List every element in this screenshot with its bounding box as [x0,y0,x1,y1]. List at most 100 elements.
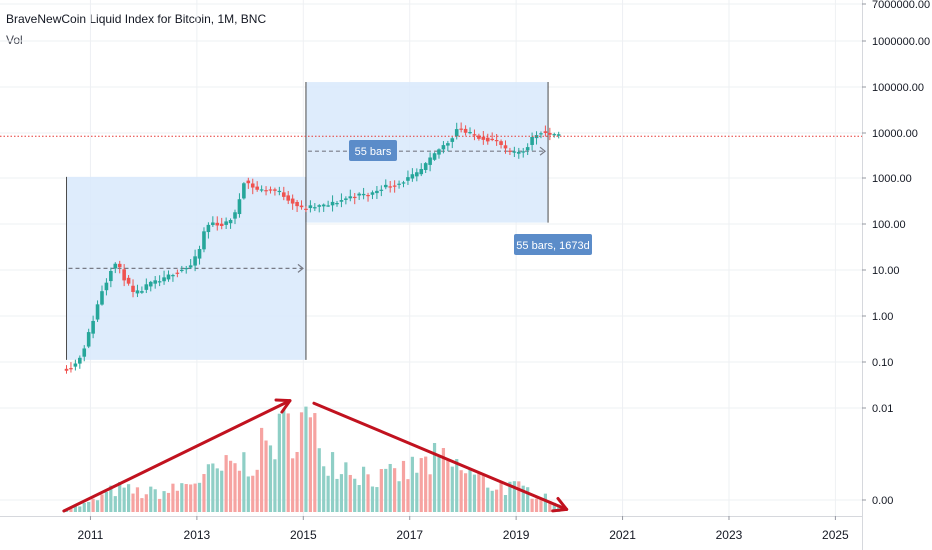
candle-body [162,277,166,282]
volume-bar [126,484,131,512]
candle-body [472,134,477,136]
candle-body [401,182,406,184]
candle-body [135,290,140,294]
y-tick-label: 7000000.00 [872,0,930,11]
price-candles [64,122,561,374]
candle-body [228,220,233,224]
candle-body [516,151,521,154]
candle-body [366,194,370,197]
candle-body [344,198,348,200]
volume-bar [490,490,494,512]
candle-body [224,221,228,225]
candle-body [184,268,189,270]
volume-bar [109,485,113,512]
candle-body [419,169,424,175]
volume-bar [162,491,166,512]
volume-bar [468,469,472,512]
candle-body [299,205,304,208]
candle-body [477,135,481,139]
volume-bar [370,486,375,512]
volume-bar [455,459,459,512]
volume-bar [264,440,268,512]
volume-bar [353,478,357,512]
candle-body [494,140,499,142]
candle-body [264,190,268,192]
volume-bar [220,470,224,512]
candle-body [144,284,149,290]
candle-body [91,320,95,334]
candle-body [317,205,322,207]
candle-body [361,193,366,196]
volume-bar [432,443,437,512]
candle-body [357,193,361,196]
volume-bar [295,451,299,512]
volume-bar [224,455,228,512]
candle-body [290,198,295,204]
volume-bar [197,482,202,512]
candle-body [339,200,344,202]
candle-body [237,199,242,215]
volume-bar [441,448,446,512]
candle-body [556,134,561,136]
volume-bar [166,492,171,512]
trend-arrow-head [274,398,292,414]
range-callouts: 55 bars 55 bars, 1673d [349,140,592,255]
y-tick-label: 1000000.00 [872,36,930,48]
y-tick-label: 0.10 [872,357,893,369]
volume-bar [313,413,317,512]
y-tick-label: 100.00 [872,219,906,231]
y-tick-label: 10000.00 [872,128,918,140]
x-tick-label: 2025 [822,528,849,542]
candle-body [153,280,157,284]
trend-arrow-line [312,401,569,511]
candle-body [273,189,277,191]
candle-body [202,231,206,250]
y-tick-label: 0.00 [872,495,893,507]
candle-body [406,177,410,181]
candle-body [388,186,393,188]
volume-bar [552,502,556,512]
candle-body [508,150,512,152]
volume-bar [472,474,477,512]
chart-title: BraveNewCoin Liquid Index for Bitcoin, 1… [6,12,267,26]
range-callout-first-bg [349,140,397,161]
volume-bar [446,459,450,512]
volume-bar [149,486,153,512]
volume-bar [153,489,157,512]
volume-bar [526,487,530,512]
volume-bar [78,506,82,512]
candle-body [410,174,415,179]
volume-bar [486,487,490,512]
volume-bar [539,499,543,512]
volume-bar [175,490,179,512]
candle-body [281,192,286,197]
candle-body [383,184,388,188]
volume-bar [118,481,122,512]
volume-bar [211,463,215,512]
volume-bar [330,452,335,512]
candle-body [543,131,548,133]
volume-bar [282,409,286,512]
candle-body [539,133,543,135]
volume-bar [557,504,561,512]
candle-body [397,183,401,185]
candle-body [206,224,211,233]
candle-body [295,201,299,207]
volume-bar [255,469,259,512]
y-tick-label: 1000.00 [872,173,912,185]
candle-body [330,201,335,206]
candle-body [446,143,450,146]
x-tick-label: 2011 [78,528,104,542]
volume-indicator-label[interactable]: Vol [6,33,23,47]
candle-body [437,149,441,155]
candle-body [459,128,463,130]
volume-bar [344,462,348,512]
candle-body [255,186,259,190]
volume-bar [206,464,211,512]
candle-body [233,212,237,219]
volume-bar [246,476,250,512]
candle-body [485,137,490,142]
volume-bar [91,498,95,512]
